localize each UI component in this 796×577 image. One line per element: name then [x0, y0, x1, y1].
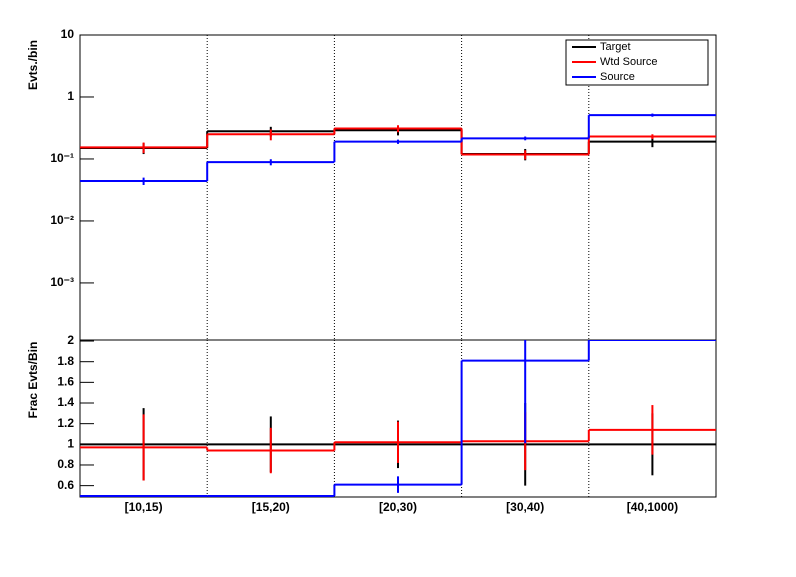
- x-tick-label: [30,40): [506, 500, 544, 514]
- y-tick-label: 1: [67, 89, 74, 103]
- legend-label: Source: [600, 71, 635, 83]
- bottom-frame: [79, 339, 717, 498]
- x-tick-label: [15,20): [252, 500, 290, 514]
- y-tick-label: 10⁻³: [50, 275, 74, 289]
- legend-label: Target: [600, 41, 631, 53]
- y-tick-label: 0.6: [57, 478, 74, 492]
- x-tick-label: [20,30): [379, 500, 417, 514]
- top-plot: [80, 35, 716, 340]
- bottom-plot: [80, 340, 716, 497]
- y-tick-label: 2: [67, 333, 74, 347]
- y-axis-label: Frac Evts/Bin: [26, 342, 40, 419]
- legend: Target Wtd Source Source: [565, 39, 709, 86]
- y-tick-label: 1.6: [57, 375, 74, 389]
- y-tick-label: 1.8: [57, 354, 74, 368]
- x-tick-label: [10,15): [125, 500, 163, 514]
- y-axis-label: Evts./bin: [26, 40, 40, 90]
- legend-label: Wtd Source: [600, 56, 657, 68]
- y-tick-label: 1: [67, 436, 74, 450]
- y-tick-label: 10⁻²: [50, 213, 74, 227]
- y-tick-label: 0.8: [57, 457, 74, 471]
- y-tick-label: 1.2: [57, 416, 74, 430]
- axes: 10⁻³ 10⁻² 10⁻¹ 1 10 Evts./bin Target Wtd Source…: [26, 27, 709, 514]
- y-tick-label: 1.4: [57, 395, 74, 409]
- y-tick-label: 10: [61, 27, 75, 41]
- x-tick-label: [40,1000): [627, 500, 678, 514]
- y-tick-label: 10⁻¹: [50, 151, 74, 165]
